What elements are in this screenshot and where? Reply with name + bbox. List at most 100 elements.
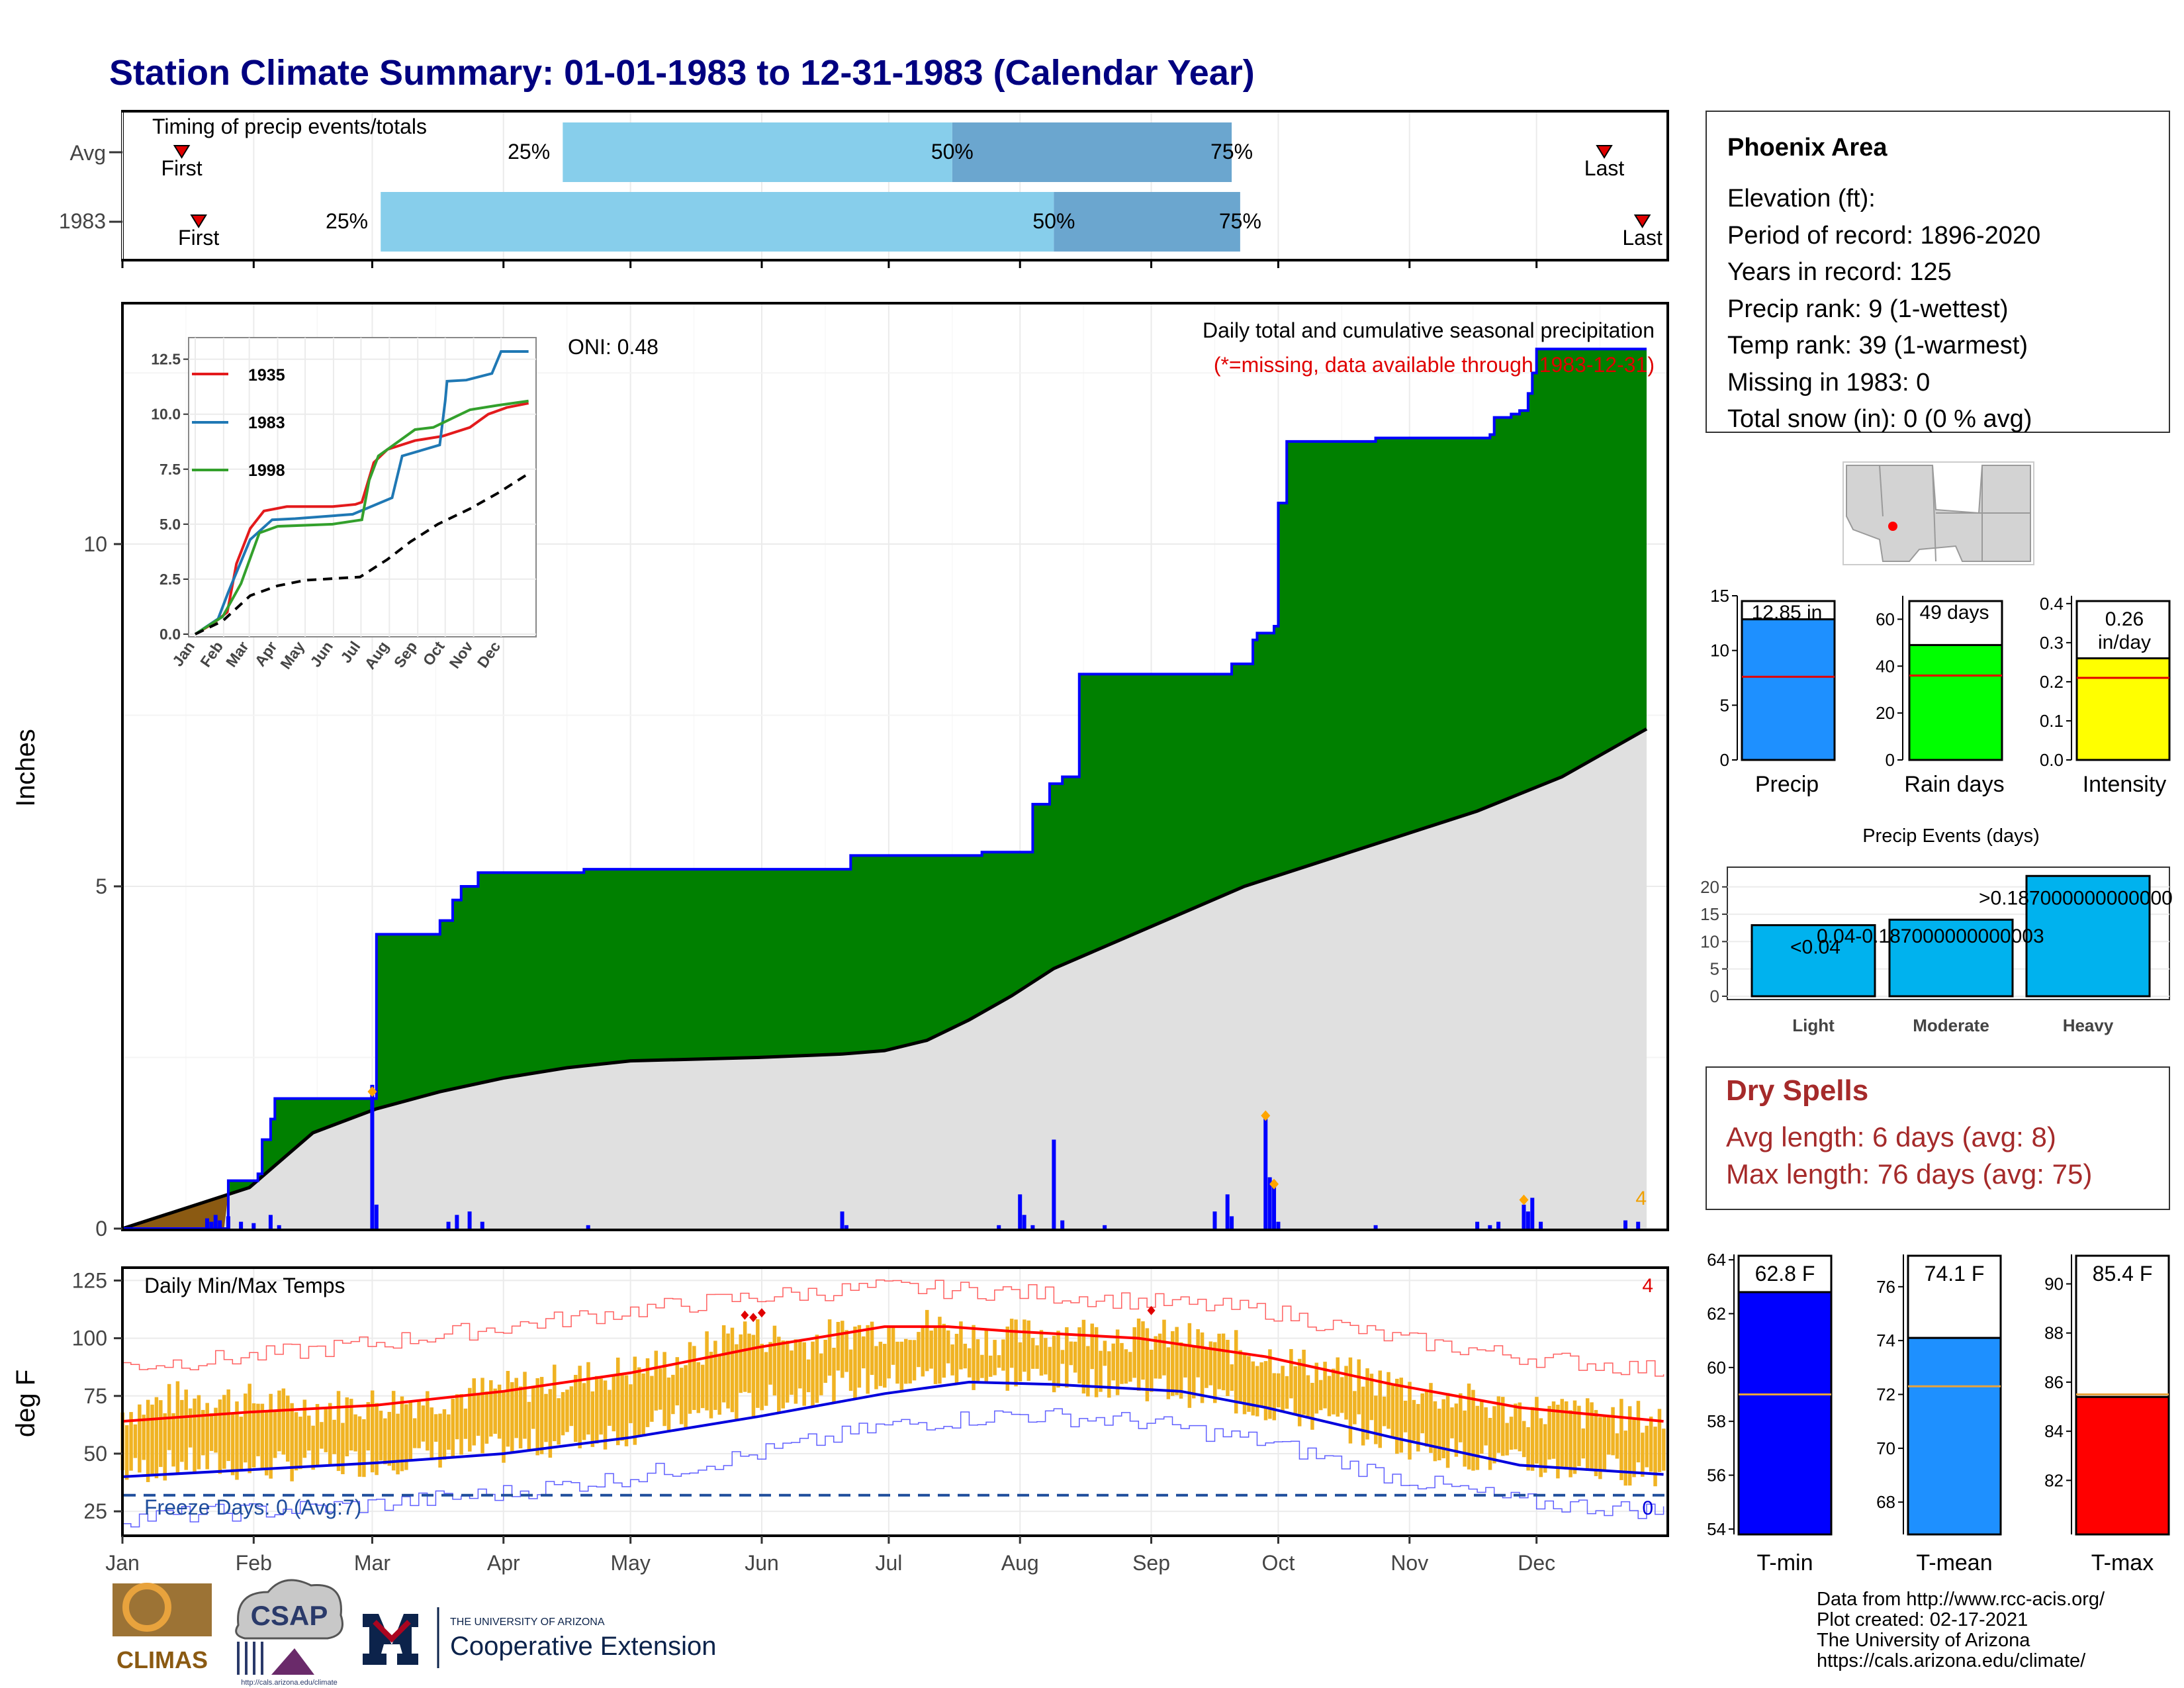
daily-temp-bar bbox=[1200, 1332, 1205, 1403]
daily-temp-bar bbox=[1454, 1403, 1459, 1457]
info-line-temp-rank: Temp rank: 39 (1-warmest) bbox=[1727, 332, 2028, 359]
daily-temp-bar bbox=[281, 1388, 286, 1455]
daily-temp-bar bbox=[870, 1321, 874, 1376]
inset-y-tick-label: 2.5 bbox=[159, 571, 181, 588]
timing-first-label: First bbox=[161, 156, 202, 180]
inset-series-line bbox=[195, 472, 529, 635]
daily-temp-bar bbox=[1259, 1362, 1263, 1407]
daily-temp-bar bbox=[980, 1354, 984, 1378]
daily-temp-bar bbox=[629, 1384, 633, 1423]
daily-temp-bar bbox=[1323, 1362, 1327, 1409]
daily-temp-bar bbox=[180, 1399, 184, 1462]
daily-temp-bar bbox=[1577, 1405, 1581, 1466]
daily-temp-bar bbox=[510, 1382, 514, 1452]
page-title: Station Climate Summary: 01-01-1983 to 1… bbox=[109, 53, 1255, 93]
footer-credits: Data from http://www.rcc-acis.org/ Plot … bbox=[1817, 1589, 2105, 1671]
daily-temp-bar bbox=[1242, 1354, 1247, 1415]
daily-temp-bar bbox=[1023, 1319, 1026, 1372]
daily-temp-bar bbox=[561, 1391, 565, 1436]
daily-temp-bar bbox=[1543, 1424, 1547, 1473]
temp-summary-bar bbox=[1737, 1291, 1833, 1536]
temp-bar-name: T-mean bbox=[1916, 1550, 1992, 1575]
temp-value-label: 85.4 F bbox=[2093, 1262, 2153, 1286]
daily-temp-bar bbox=[1488, 1417, 1492, 1470]
inset-grid bbox=[189, 338, 536, 637]
month-tick-label: Apr bbox=[487, 1551, 520, 1575]
daily-temp-bar bbox=[209, 1413, 214, 1451]
daily-temp-bar bbox=[506, 1371, 510, 1447]
daily-temp-bar bbox=[1399, 1378, 1403, 1453]
daily-temp-bar bbox=[1336, 1357, 1340, 1417]
daily-temp-bar bbox=[841, 1321, 844, 1378]
summary-bar-name: Intensity bbox=[2083, 772, 2167, 797]
daily-temp-bar bbox=[1632, 1418, 1636, 1477]
daily-temp-bar bbox=[1606, 1416, 1611, 1455]
oni-value: ONI: 0.48 bbox=[568, 335, 659, 359]
daily-temp-bar bbox=[615, 1357, 620, 1446]
temp-bar-name: T-max bbox=[2091, 1550, 2154, 1575]
summary-value-unit: in/day bbox=[2098, 632, 2151, 653]
timing-first-label: First bbox=[178, 226, 219, 250]
daily-precip-bar bbox=[218, 1220, 222, 1229]
info-line-snow: Total snow (in): 0 (0 % avg) bbox=[1727, 405, 2032, 433]
daily-temp-bar bbox=[997, 1355, 1001, 1368]
dry-spells-max: Max length: 76 days (avg: 75) bbox=[1726, 1158, 2092, 1190]
inset-lines bbox=[194, 350, 529, 635]
climas-logo-text: CLIMAS bbox=[116, 1646, 208, 1673]
daily-temp-bar bbox=[1205, 1348, 1208, 1388]
daily-temp-bar bbox=[285, 1395, 290, 1462]
daily-temp-bar bbox=[1649, 1417, 1653, 1472]
precip-panel-frame bbox=[121, 302, 1669, 1231]
daily-temp-bar bbox=[1611, 1407, 1615, 1456]
precip-events-plot: 0 5 10 15 20 Light Moderate Heavy <0.040.04-0.18… bbox=[1700, 867, 2173, 1035]
daily-temp-bar bbox=[1310, 1383, 1314, 1430]
daily-temp-bar bbox=[269, 1393, 273, 1479]
daily-temp-bar bbox=[1289, 1348, 1293, 1399]
daily-precip-bar bbox=[1052, 1139, 1056, 1229]
summary-axis-tick-label: 0.2 bbox=[2040, 672, 2064, 692]
temp-summary-bar bbox=[2075, 1395, 2170, 1536]
daily-temp-bar bbox=[1547, 1405, 1551, 1460]
daily-temp-bar bbox=[553, 1364, 557, 1442]
daily-temp-bar bbox=[933, 1327, 938, 1384]
daily-temp-bar bbox=[1361, 1386, 1365, 1446]
daily-temp-bar bbox=[1598, 1417, 1602, 1479]
daily-temp-bar bbox=[218, 1399, 222, 1474]
daily-temp-bar bbox=[1420, 1393, 1424, 1434]
daily-temp-bar bbox=[1234, 1330, 1238, 1414]
ua-logo: THE UNIVERSITY OF ARIZONA Cooperative Ex… bbox=[363, 1607, 716, 1668]
daily-temp-bar bbox=[1627, 1406, 1632, 1486]
daily-temp-bar bbox=[1094, 1327, 1099, 1397]
daily-temp-bar bbox=[324, 1408, 328, 1452]
daily-precip-bar bbox=[209, 1221, 214, 1229]
daily-temp-bar bbox=[785, 1340, 790, 1403]
daily-temp-bar bbox=[641, 1373, 645, 1436]
daily-temp-bar bbox=[1475, 1405, 1480, 1470]
daily-temp-bar bbox=[1539, 1418, 1543, 1477]
daily-precip-bar bbox=[1373, 1225, 1378, 1229]
daily-temp-bar bbox=[171, 1413, 175, 1467]
daily-precip-bar bbox=[213, 1215, 218, 1229]
events-category-label: Light bbox=[1792, 1015, 1835, 1035]
daily-temp-bar bbox=[1272, 1373, 1277, 1421]
csap-mountain-icon bbox=[271, 1648, 314, 1675]
record-high-marker-icon bbox=[741, 1310, 749, 1320]
events-y-tick-label: 10 bbox=[1700, 931, 1719, 951]
daily-temp-bar bbox=[493, 1388, 497, 1434]
daily-temp-bar bbox=[929, 1331, 933, 1369]
daily-precip-bar bbox=[1272, 1180, 1277, 1229]
daily-temp-bar bbox=[311, 1425, 315, 1470]
inset-series-line bbox=[194, 350, 529, 635]
daily-temp-bar bbox=[1467, 1383, 1471, 1470]
daily-temp-bar bbox=[1158, 1333, 1162, 1379]
large-event-marker-icon bbox=[1519, 1194, 1529, 1205]
daily-temp-bar bbox=[539, 1377, 544, 1454]
daily-temp-bar bbox=[1306, 1375, 1310, 1417]
daily-temp-bar bbox=[1602, 1415, 1607, 1472]
temp-value-label: 74.1 F bbox=[1925, 1262, 1985, 1286]
summary-bar-name: Precip bbox=[1755, 772, 1819, 797]
daily-temp-bar bbox=[590, 1391, 595, 1447]
inset-y-tick-label: 12.5 bbox=[151, 351, 181, 368]
daily-temp-bar bbox=[184, 1389, 188, 1470]
daily-precip-bar bbox=[226, 1216, 230, 1229]
